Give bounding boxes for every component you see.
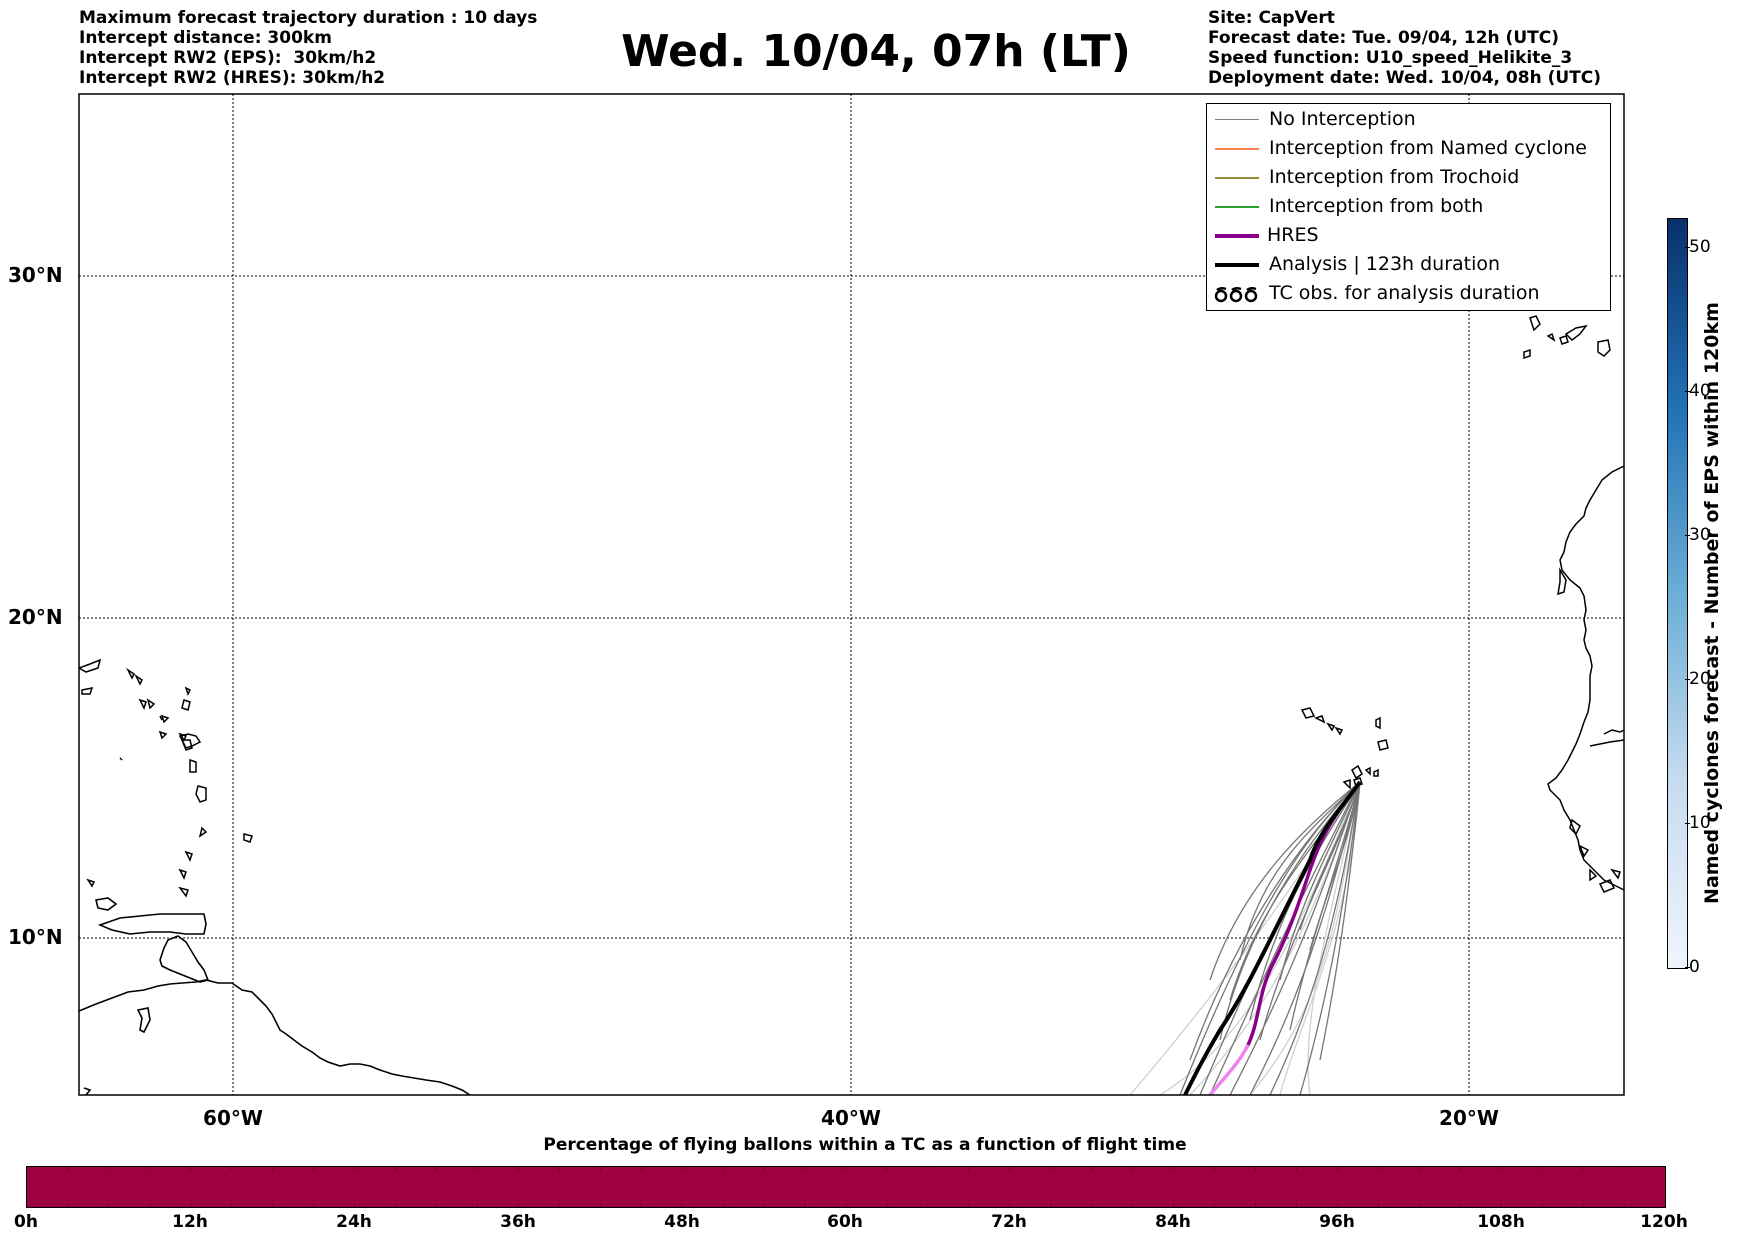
- htick-24h: 24h: [336, 1212, 372, 1232]
- legend-line-gray: [1215, 119, 1259, 120]
- flight-time-colorbar: [26, 1166, 1666, 1208]
- intercept-distance-text: Intercept distance: 300km: [79, 28, 332, 48]
- vtick-label-30: 30: [1689, 525, 1711, 545]
- flight-time-colorbar-ticks: [67, 1167, 1625, 1207]
- vtick-label-0: 0: [1689, 957, 1700, 977]
- analysis-trajectory: [1183, 780, 1362, 1095]
- map-frame: [78, 93, 1625, 1096]
- legend-item-hres: HRES: [1207, 222, 1610, 251]
- coastline-africa: [1300, 315, 1624, 893]
- legend-item-both: Interception from both: [1207, 193, 1610, 222]
- legend-line-black: [1215, 263, 1259, 267]
- lon-label-60w: 60°W: [203, 1106, 263, 1130]
- vtick-label-40: 40: [1689, 381, 1711, 401]
- tc-symbol-icon: [1214, 286, 1258, 303]
- lon-label-20w: 20°W: [1439, 1106, 1499, 1130]
- htick-72h: 72h: [991, 1212, 1027, 1232]
- vtick-mark-20: [1685, 679, 1690, 680]
- flight-time-colorbar-title: Percentage of flying ballons within a TC…: [543, 1135, 1187, 1155]
- htick-48h: 48h: [664, 1212, 700, 1232]
- forecast-date-text: Forecast date: Tue. 09/04, 12h (UTC): [1208, 28, 1559, 48]
- vtick-mark-40: [1685, 391, 1690, 392]
- legend-line-purple: [1215, 234, 1259, 238]
- vtick-label-20: 20: [1689, 669, 1711, 689]
- deployment-date-text: Deployment date: Wed. 10/04, 08h (UTC): [1208, 68, 1602, 88]
- legend-item-no-interception: No Interception: [1207, 106, 1610, 135]
- map-gridlines: [79, 94, 1624, 1095]
- legend-line-green: [1215, 206, 1259, 208]
- htick-0h: 0h: [14, 1212, 38, 1232]
- htick-36h: 36h: [500, 1212, 536, 1232]
- map-legend: No Interception Interception from Named …: [1206, 103, 1611, 311]
- legend-item-tc-obs: TC obs. for analysis duration: [1207, 280, 1610, 309]
- coastline-south-america: [79, 897, 471, 1095]
- legend-line-olive: [1215, 177, 1259, 179]
- site-text: Site: CapVert: [1208, 8, 1335, 28]
- speed-function-text: Speed function: U10_speed_Helikite_3: [1208, 48, 1573, 68]
- legend-item-analysis: Analysis | 123h duration: [1207, 251, 1610, 280]
- lat-label-20n: 20°N: [8, 605, 63, 629]
- legend-item-named-cyclone: Interception from Named cyclone: [1207, 135, 1610, 164]
- intercept-rw2-eps-text: Intercept RW2 (EPS): 30km/h2: [79, 48, 377, 68]
- vtick-mark-50: [1685, 247, 1690, 248]
- lon-label-40w: 40°W: [821, 1106, 881, 1130]
- htick-84h: 84h: [1155, 1212, 1191, 1232]
- main-title: Wed. 10/04, 07h (LT): [621, 26, 1131, 77]
- lat-label-30n: 30°N: [8, 263, 63, 287]
- htick-12h: 12h: [172, 1212, 208, 1232]
- lat-label-10n: 10°N: [8, 925, 63, 949]
- htick-108h: 108h: [1477, 1212, 1525, 1232]
- legend-item-trochoid: Interception from Trochoid: [1207, 164, 1610, 193]
- cyclone-count-colorbar: [1667, 218, 1688, 969]
- vtick-label-10: 10: [1689, 813, 1711, 833]
- max-duration-text: Maximum forecast trajectory duration : 1…: [79, 8, 538, 28]
- eps-trajectories: [1179, 781, 1361, 1095]
- vtick-mark-0: [1685, 967, 1690, 968]
- htick-60h: 60h: [827, 1212, 863, 1232]
- cyclone-colorbar-label: Named cyclones forecast - Number of EPS …: [1701, 302, 1723, 904]
- htick-96h: 96h: [1319, 1212, 1355, 1232]
- vtick-label-50: 50: [1689, 237, 1711, 257]
- header-left-info: Maximum forecast trajectory duration : 1…: [79, 8, 537, 88]
- vtick-mark-30: [1685, 535, 1690, 536]
- coastline-caribbean: [79, 658, 253, 898]
- intercept-rw2-hres-text: Intercept RW2 (HRES): 30km/h2: [79, 68, 386, 88]
- legend-line-coral: [1215, 148, 1259, 150]
- vtick-mark-10: [1685, 823, 1690, 824]
- header-right-info: Site: CapVert Forecast date: Tue. 09/04,…: [1208, 8, 1601, 88]
- htick-120h: 120h: [1640, 1212, 1688, 1232]
